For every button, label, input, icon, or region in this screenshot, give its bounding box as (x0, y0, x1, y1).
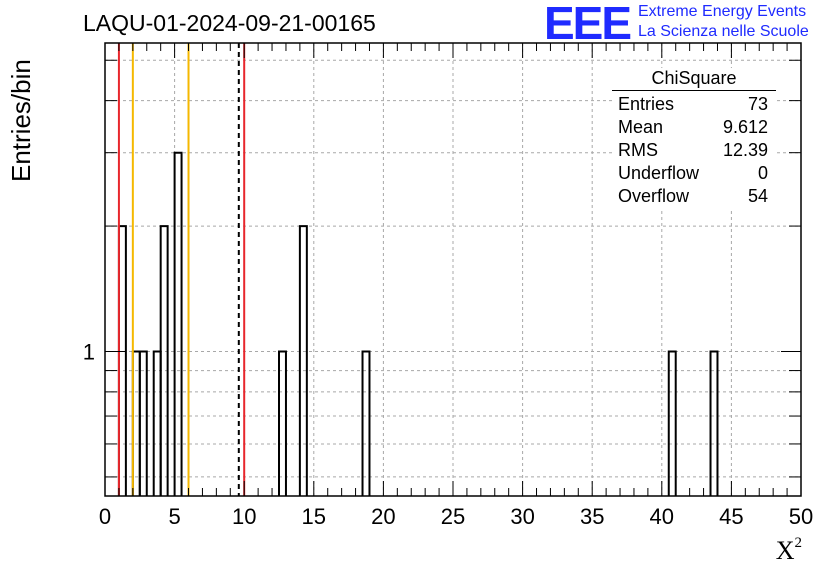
stats-value: 54 (747, 186, 768, 206)
x-axis-label-superscript: 2 (794, 535, 803, 552)
x-tick-label: 35 (580, 504, 604, 529)
stats-value: 0 (757, 163, 768, 183)
stats-label: Underflow (618, 163, 700, 183)
histogram-bin (709, 350, 719, 496)
x-tick-label: 30 (510, 504, 534, 529)
stats-label: RMS (618, 140, 658, 160)
x-axis-label-symbol: X (775, 536, 795, 565)
histogram-bin (117, 225, 127, 496)
stats-value: 12.39 (722, 140, 768, 160)
histogram-bin (173, 151, 183, 496)
stats-title: ChiSquare (612, 68, 776, 91)
stats-row-entries: Entries 73 (612, 93, 776, 116)
eee-logo: EEE (544, 0, 632, 49)
logo-line-1: Extreme Energy Events (638, 3, 807, 20)
stats-row-mean: Mean 9.612 (612, 116, 776, 139)
histogram-bin (159, 225, 169, 496)
stats-label: Mean (618, 117, 664, 137)
x-axis-label: X2 (775, 535, 803, 566)
stats-row-underflow: Underflow 0 (612, 162, 776, 185)
stats-label: Entries (618, 94, 675, 114)
x-tick-label: 15 (302, 504, 326, 529)
x-tick-label: 0 (99, 504, 111, 529)
histogram-bin (138, 350, 148, 496)
histogram-bin (298, 225, 308, 496)
stats-row-rms: RMS 12.39 (612, 139, 776, 162)
x-tick-label: 25 (441, 504, 465, 529)
x-tick-label: 45 (719, 504, 743, 529)
stats-label: Overflow (618, 186, 690, 206)
histogram-bin (361, 350, 371, 496)
stats-row-overflow: Overflow 54 (612, 185, 776, 208)
y-tick-label: 1 (83, 339, 95, 364)
x-tick-label: 20 (371, 504, 395, 529)
x-tick-label: 5 (168, 504, 180, 529)
histogram-bin (152, 350, 162, 496)
stats-box: ChiSquare Entries 73 Mean 9.612 RMS 12.3… (612, 68, 776, 208)
x-tick-label: 50 (789, 504, 813, 529)
stats-value: 9.612 (722, 117, 768, 137)
x-tick-label: 40 (650, 504, 674, 529)
histogram-bin (667, 350, 677, 496)
chart-title: LAQU-01-2024-09-21-00165 (83, 10, 376, 36)
x-tick-label: 10 (232, 504, 256, 529)
histogram-bin (131, 350, 141, 496)
y-axis-label: Entries/bin (6, 59, 36, 182)
histogram-bin (278, 350, 287, 496)
stats-value: 73 (747, 94, 768, 114)
logo-line-2: La Scienza nelle Scuole (638, 23, 809, 40)
